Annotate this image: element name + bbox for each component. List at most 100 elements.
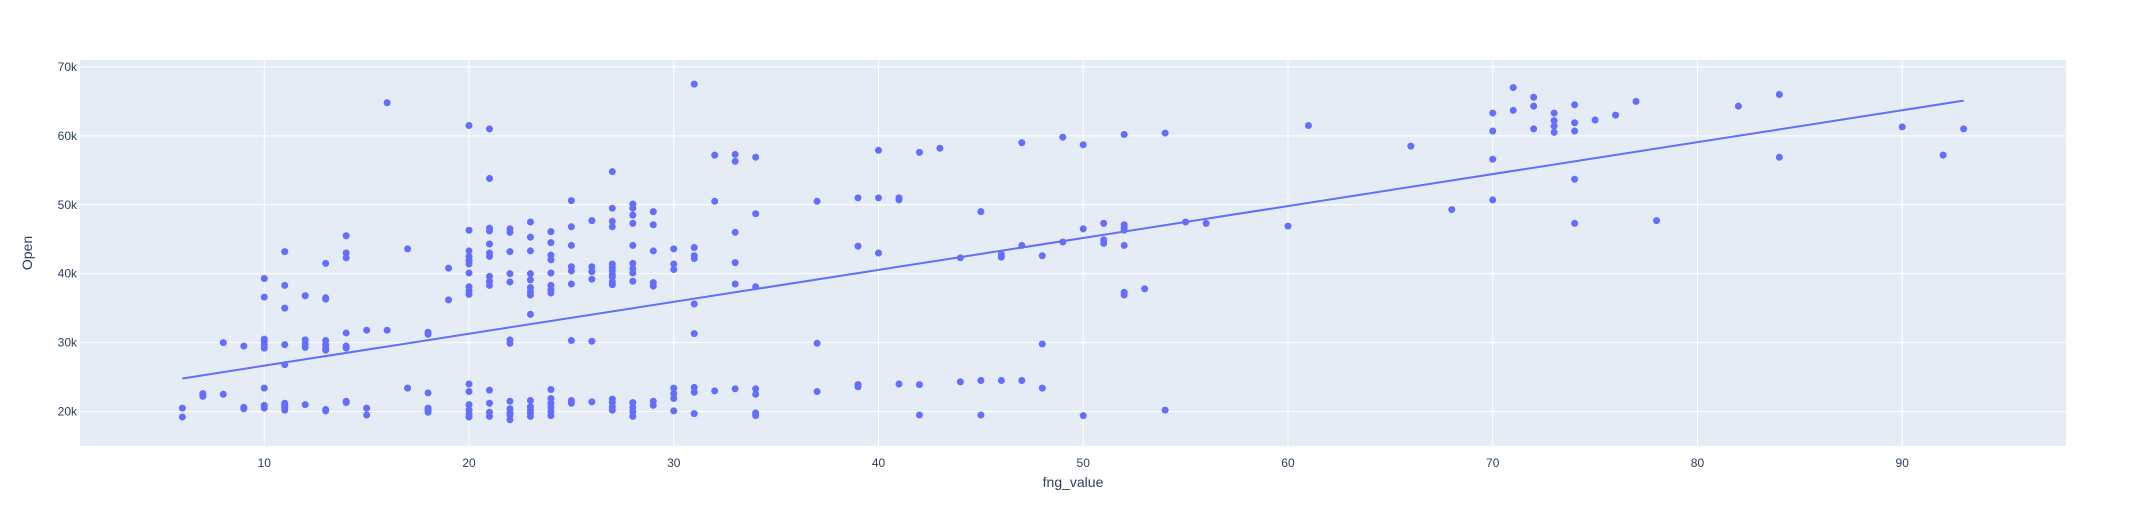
- data-point: [281, 248, 289, 256]
- data-point: [178, 413, 186, 421]
- x-tick-label: 80: [1691, 456, 1705, 470]
- data-point: [404, 245, 412, 253]
- data-point: [547, 385, 555, 393]
- data-point: [506, 397, 514, 405]
- data-point: [547, 412, 555, 420]
- data-point: [322, 407, 330, 415]
- data-point: [424, 408, 432, 416]
- data-point: [178, 404, 186, 412]
- data-point: [690, 80, 698, 88]
- x-tick-label: 90: [1896, 456, 1910, 470]
- data-point: [629, 259, 637, 267]
- data-point: [649, 282, 657, 290]
- data-point: [301, 343, 309, 351]
- data-point: [1120, 291, 1128, 299]
- data-point: [281, 341, 289, 349]
- data-point: [301, 401, 309, 409]
- data-point: [567, 280, 575, 288]
- data-point: [752, 412, 760, 420]
- data-point: [1018, 241, 1026, 249]
- x-axis-title: fng_value: [1043, 474, 1104, 490]
- plot-background: [80, 60, 2066, 446]
- y-tick-label: 60k: [58, 129, 78, 143]
- data-point: [567, 197, 575, 205]
- data-point: [895, 196, 903, 204]
- data-point: [977, 411, 985, 419]
- data-point: [1038, 384, 1046, 392]
- data-point: [526, 276, 534, 284]
- data-point: [526, 412, 534, 420]
- data-point: [547, 251, 555, 259]
- data-point: [752, 390, 760, 398]
- data-point: [915, 148, 923, 156]
- data-point: [608, 273, 616, 281]
- data-point: [526, 291, 534, 299]
- data-point: [465, 380, 473, 388]
- data-point: [567, 267, 575, 275]
- data-point: [629, 399, 637, 407]
- data-point: [608, 223, 616, 231]
- data-point: [485, 240, 493, 248]
- data-point: [1448, 206, 1456, 214]
- data-point: [690, 330, 698, 338]
- data-point: [485, 281, 493, 289]
- data-point: [1571, 101, 1579, 109]
- data-point: [1079, 141, 1087, 149]
- data-point: [1489, 127, 1497, 135]
- data-point: [629, 241, 637, 249]
- data-point: [1612, 111, 1620, 119]
- y-tick-label: 50k: [58, 198, 78, 212]
- data-point: [485, 272, 493, 280]
- x-tick-label: 30: [667, 456, 681, 470]
- data-point: [1079, 225, 1087, 233]
- data-point: [240, 342, 248, 350]
- data-point: [1550, 122, 1558, 130]
- data-point: [342, 329, 350, 337]
- data-point: [629, 204, 637, 212]
- data-point: [608, 281, 616, 289]
- data-point: [1018, 139, 1026, 147]
- data-point: [752, 153, 760, 161]
- data-point: [526, 270, 534, 278]
- data-point: [1059, 133, 1067, 141]
- data-point: [731, 157, 739, 165]
- y-tick-label: 70k: [58, 60, 78, 74]
- data-point: [465, 260, 473, 268]
- data-point: [752, 283, 760, 291]
- data-point: [1509, 106, 1517, 114]
- data-point: [547, 289, 555, 297]
- data-point: [383, 99, 391, 107]
- data-point: [629, 211, 637, 219]
- data-point: [260, 275, 268, 283]
- data-point: [1100, 239, 1108, 247]
- data-point: [1591, 116, 1599, 124]
- data-point: [219, 339, 227, 347]
- data-point: [445, 296, 453, 304]
- data-point: [649, 221, 657, 229]
- data-point: [567, 241, 575, 249]
- x-tick-label: 60: [1281, 456, 1295, 470]
- trendline: [182, 99, 1964, 380]
- data-point: [1059, 238, 1067, 246]
- data-point: [915, 411, 923, 419]
- data-point: [1038, 340, 1046, 348]
- data-point: [690, 383, 698, 391]
- x-tick-labels: 10 20 30 40 50 60 70 80 90: [258, 456, 1910, 470]
- data-point: [547, 394, 555, 402]
- data-point: [629, 219, 637, 227]
- data-point: [1038, 252, 1046, 260]
- data-point: [997, 377, 1005, 385]
- data-point: [547, 256, 555, 264]
- x-tick-label: 20: [462, 456, 476, 470]
- data-point: [690, 410, 698, 418]
- data-point: [506, 270, 514, 278]
- data-point: [977, 208, 985, 216]
- data-point: [465, 247, 473, 255]
- data-point: [670, 407, 678, 415]
- data-point: [874, 194, 882, 202]
- data-point: [813, 197, 821, 205]
- data-point: [260, 384, 268, 392]
- data-point: [1550, 109, 1558, 117]
- data-point: [363, 411, 371, 419]
- data-point: [1530, 93, 1538, 101]
